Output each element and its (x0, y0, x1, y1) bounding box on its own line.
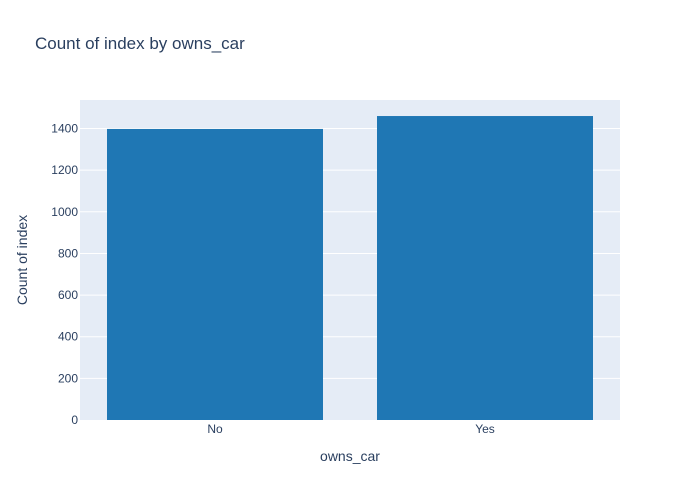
y-tick-label: 800 (58, 246, 78, 260)
y-tick-label: 200 (58, 371, 78, 385)
y-tick-label: 1400 (51, 122, 78, 136)
bar-yes[interactable] (377, 116, 593, 421)
bar-no[interactable] (107, 128, 323, 420)
x-tick-label: No (207, 422, 223, 436)
y-tick-label: 0 (71, 413, 78, 427)
x-axis-title: owns_car (320, 448, 380, 464)
y-axis-title: Count of index (14, 215, 30, 305)
y-tick-label: 1000 (51, 205, 78, 219)
y-tick-label: 400 (58, 330, 78, 344)
x-tick-label: Yes (475, 422, 495, 436)
y-tick-labels: 0 200 400 600 800 1000 1200 1400 (51, 122, 78, 427)
y-tick-label: 600 (58, 288, 78, 302)
y-tick-label: 1200 (51, 163, 78, 177)
chart-title: Count of index by owns_car (35, 34, 245, 53)
x-tick-labels: No Yes (207, 422, 494, 436)
bars (107, 116, 593, 421)
